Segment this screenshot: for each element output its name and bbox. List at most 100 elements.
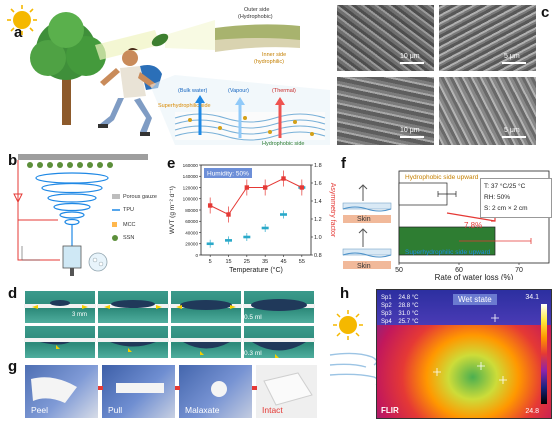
panel-g: g Peel Pull Malaxate Intact [0, 358, 320, 421]
y2-tick-label: 1.4 [314, 199, 322, 205]
asymmetry-point [281, 176, 286, 181]
wvt-chart: 0 20000 40000 60000 80000 100000 120000 140000 1… [169, 163, 336, 274]
x-tick-label: 15 [225, 259, 231, 265]
scale-bar-1 [400, 62, 424, 64]
y2-tick-label: 1.8 [314, 163, 322, 169]
asymmetry-point [244, 185, 250, 190]
flir-logo: FLIR [381, 406, 399, 415]
x-tick-label: 45 [280, 259, 286, 265]
wvt-point [206, 242, 214, 246]
humidity-legend-text: Humidity: 50% [207, 171, 249, 178]
x-tick-label: 25 [244, 259, 250, 265]
bottom-bar-label: Superhydrophilic side upward [405, 249, 491, 256]
y-axis-label: WVT (g m⁻² d⁻¹) [169, 186, 176, 234]
runner-illustration [98, 48, 162, 136]
droplet-volume-top: 0.5 ml [244, 314, 262, 321]
legend-mcc: MCC [123, 222, 136, 228]
x-tick-label-f: 50 [395, 267, 403, 274]
peel-sample-illustration [31, 377, 77, 403]
panel-label-a: a [14, 24, 23, 41]
y-tick-label: 120000 [183, 185, 199, 190]
scale-max-label: 34.1 [525, 294, 539, 301]
legend-tpu: TPU [123, 207, 134, 213]
asymmetry-point [207, 203, 213, 208]
droplet-scale-label: 3 mm [72, 312, 87, 318]
pull-photo: Pull [101, 364, 176, 419]
panel-a: a [0, 0, 330, 150]
skin-label-bottom: Skin [357, 263, 371, 270]
y-tick-label: 20000 [185, 242, 198, 247]
x-tick-label: 55 [299, 259, 305, 265]
droplet-overlay [24, 299, 315, 358]
x-tick-label-f: 60 [455, 267, 463, 274]
scale-label-4: 5 μm [504, 127, 520, 134]
arrow-1 [98, 386, 103, 390]
y2-tick-label: 0.8 [314, 253, 322, 259]
spot-readout: Sp1 24.8 °C Sp2 28.8 °C Sp3 31.0 °C Sp4 … [381, 294, 418, 326]
panel-c: c 10 μm 5 μm 10 μm 5 μm [330, 0, 554, 150]
wet-state-label: Wet state [453, 294, 497, 305]
intact-photo: Intact [255, 364, 318, 419]
asymmetry-point [262, 185, 268, 190]
panel-b: b Porous gauze TPU MCC SSN [0, 150, 165, 280]
panel-label-f: f [341, 155, 346, 172]
scale-min-label: 24.8 [525, 408, 539, 415]
panel-d: d 3 mm 0.5 ml 0.3 ml [0, 285, 320, 360]
scale-label-1: 10 μm [400, 53, 420, 60]
caption-peel: Peel [31, 405, 49, 415]
panel-h: h Wet state Sp1 24.8 °C Sp2 28.8 °C Sp3 … [320, 285, 554, 421]
fabric-layer-illustration [215, 24, 300, 52]
arrow-3 [252, 386, 257, 390]
sem-image-4 [438, 76, 537, 146]
panel-label-g: g [8, 358, 18, 375]
top-bar-label: Hydrophobic side upward [405, 174, 479, 181]
asymmetry-point [226, 212, 231, 217]
peel-photo: Peel [24, 364, 99, 419]
humidity-legend-box [204, 168, 252, 178]
hydrophobic-side-label: Hydrophobic side [262, 141, 305, 147]
asymmetry-point [299, 185, 305, 190]
y2-tick-label: 1.6 [314, 181, 322, 187]
wvt-point [243, 235, 251, 239]
wave-bottom [342, 252, 392, 258]
panel-e: e 0 20000 40000 60000 80000 100000 120000 14000… [165, 155, 337, 282]
scale-bar-3 [400, 136, 424, 138]
pull-sample-illustration [116, 383, 164, 393]
y2-tick-label: 1.2 [314, 217, 322, 223]
y2-tick-label: 1.0 [314, 235, 322, 241]
scale-bar-2 [502, 62, 526, 64]
y-tick-label: 140000 [183, 174, 199, 179]
panel-label-h: h [340, 285, 350, 302]
y2-axis-label: Asymmetry factor [329, 183, 336, 238]
vapour-arrow-top [358, 184, 368, 201]
difference-label: 7.8% [464, 221, 483, 230]
difference-arrowhead [491, 217, 496, 222]
membrane-bottom [342, 248, 392, 256]
color-scale-bar [541, 304, 547, 404]
outer-side-label: Outer side [244, 7, 270, 13]
malaxate-sample-illustration [211, 381, 227, 397]
difference-arrow [446, 212, 496, 222]
vapour-arrow-bottom [358, 228, 368, 247]
y-tick-label: 0 [195, 253, 198, 258]
panel-label-d: d [8, 285, 18, 302]
arrow-2 [175, 386, 180, 390]
inner-side-label: Inner side [262, 52, 287, 58]
crosshair-markers [433, 314, 507, 384]
wave-top [342, 206, 392, 212]
conditions-box: T: 37 °C/25 °C RH: 50% S: 2 cm × 2 cm [480, 178, 552, 218]
intact-sample-illustration [263, 372, 313, 406]
tree-illustration [30, 12, 106, 125]
membrane-illustration [174, 95, 326, 141]
sem-image-3 [336, 76, 435, 146]
legend-ssn: SSN [123, 235, 135, 241]
inner-hydrophilic-label: (hydrophilic) [254, 59, 284, 65]
spot-row-4: Sp4 25.7 °C [381, 319, 419, 325]
panel-a-illustration [7, 5, 330, 145]
skin-block-bottom [343, 261, 391, 269]
vapour-label: (Vapour) [228, 88, 249, 94]
y-tick-label: 80000 [185, 208, 198, 213]
panel-f: f 50 60 70 Rate of water loss (%) Hydrophob… [337, 155, 554, 280]
droplet-volume-bottom: 0.3 ml [244, 350, 262, 357]
